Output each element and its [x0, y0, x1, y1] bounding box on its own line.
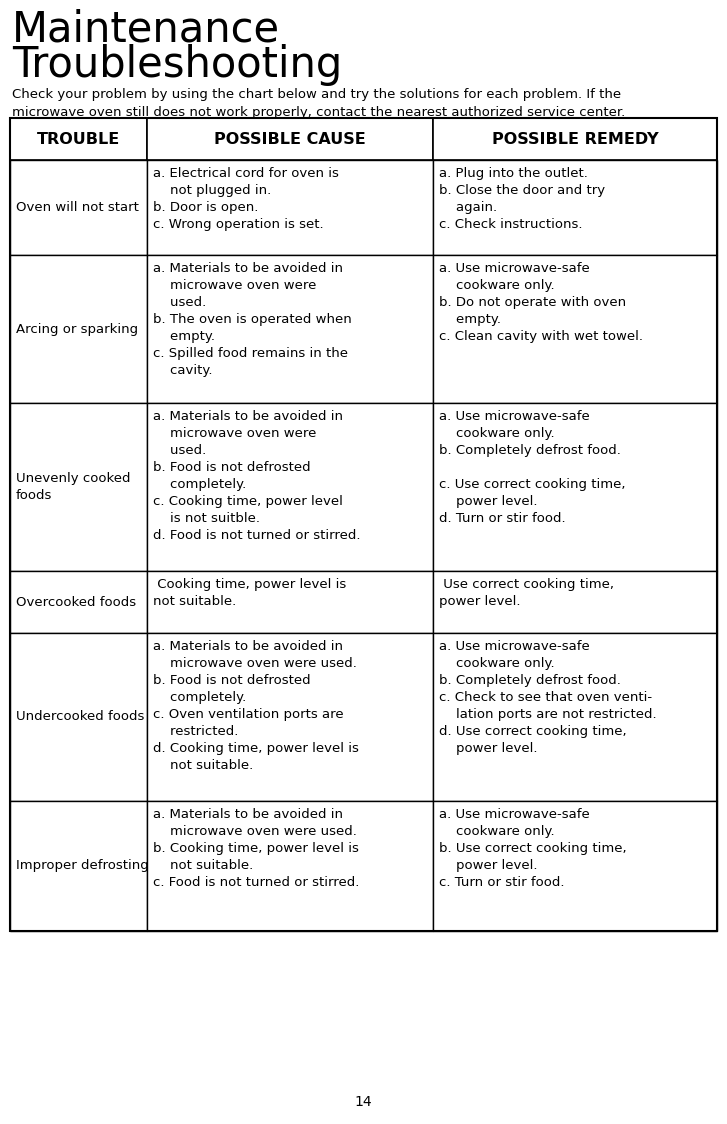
Text: a. Materials to be avoided in
    microwave oven were
    used.
b. The oven is o: a. Materials to be avoided in microwave …	[153, 262, 352, 377]
Bar	[433, 801, 717, 931]
Text: a. Materials to be avoided in
    microwave oven were used.
b. Cooking time, pow: a. Materials to be avoided in microwave …	[153, 808, 359, 889]
Bar	[433, 255, 717, 404]
Text: Unevenly cooked
foods: Unevenly cooked foods	[16, 472, 131, 502]
Bar	[147, 404, 433, 571]
Bar	[433, 404, 717, 571]
Text: a. Electrical cord for oven is
    not plugged in.
b. Door is open.
c. Wrong ope: a. Electrical cord for oven is not plugg…	[153, 167, 339, 232]
Bar	[147, 633, 433, 801]
Text: a. Materials to be avoided in
    microwave oven were used.
b. Food is not defro: a. Materials to be avoided in microwave …	[153, 640, 359, 772]
Bar	[433, 571, 717, 633]
Text: a. Use microwave-safe
    cookware only.
b. Use correct cooking time,
    power : a. Use microwave-safe cookware only. b. …	[439, 808, 627, 889]
Bar	[10, 160, 147, 255]
Bar	[10, 801, 147, 931]
Bar	[10, 404, 147, 571]
Bar	[147, 571, 433, 633]
Bar	[10, 571, 147, 633]
Text: Overcooked foods: Overcooked foods	[16, 596, 136, 608]
Text: POSSIBLE REMEDY: POSSIBLE REMEDY	[491, 132, 659, 146]
Bar	[147, 160, 433, 255]
Text: a. Plug into the outlet.
b. Close the door and try
    again.
c. Check instructi: a. Plug into the outlet. b. Close the do…	[439, 167, 605, 232]
Text: POSSIBLE CAUSE: POSSIBLE CAUSE	[214, 132, 366, 146]
Bar	[433, 633, 717, 801]
Text: a. Use microwave-safe
    cookware only.
b. Do not operate with oven
    empty.
: a. Use microwave-safe cookware only. b. …	[439, 262, 643, 343]
Text: Arcing or sparking: Arcing or sparking	[16, 323, 138, 335]
Text: Cooking time, power level is
not suitable.: Cooking time, power level is not suitabl…	[153, 578, 346, 608]
Bar	[10, 633, 147, 801]
Text: Use correct cooking time,
power level.: Use correct cooking time, power level.	[439, 578, 614, 608]
Text: Maintenance: Maintenance	[12, 8, 280, 49]
Bar	[10, 118, 717, 931]
Bar	[433, 118, 717, 160]
Text: a. Materials to be avoided in
    microwave oven were
    used.
b. Food is not d: a. Materials to be avoided in microwave …	[153, 410, 361, 542]
Text: a. Use microwave-safe
    cookware only.
b. Completely defrost food.

c. Use cor: a. Use microwave-safe cookware only. b. …	[439, 410, 625, 525]
Text: TROUBLE: TROUBLE	[37, 132, 120, 146]
Bar	[147, 118, 433, 160]
Text: 14: 14	[355, 1095, 372, 1109]
Text: Improper defrosting: Improper defrosting	[16, 860, 149, 872]
Text: Undercooked foods: Undercooked foods	[16, 710, 145, 724]
Bar	[147, 255, 433, 404]
Bar	[10, 255, 147, 404]
Text: Oven will not start: Oven will not start	[16, 201, 139, 214]
Bar	[433, 160, 717, 255]
Text: Check your problem by using the chart below and try the solutions for each probl: Check your problem by using the chart be…	[12, 88, 625, 119]
Bar	[147, 801, 433, 931]
Bar	[10, 118, 147, 160]
Text: Troubleshooting: Troubleshooting	[12, 44, 342, 87]
Text: a. Use microwave-safe
    cookware only.
b. Completely defrost food.
c. Check to: a. Use microwave-safe cookware only. b. …	[439, 640, 656, 755]
